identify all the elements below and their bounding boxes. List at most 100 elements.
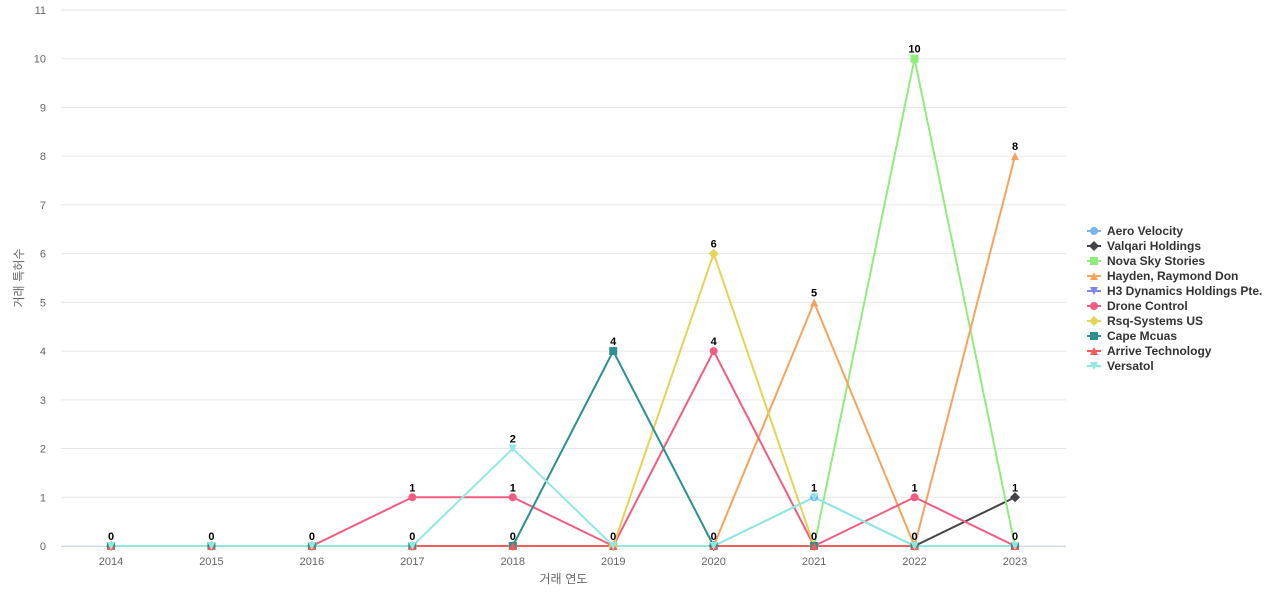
data-label: 8 xyxy=(1012,141,1018,153)
y-tick-label: 8 xyxy=(40,151,46,163)
data-point-drone-control xyxy=(408,493,417,502)
data-label: 1 xyxy=(1012,482,1018,494)
data-point-rsq-systems-us xyxy=(708,248,719,259)
data-label: 5 xyxy=(811,287,817,299)
legend-item-h3-dynamics-holdings-pte: H3 Dynamics Holdings Pte. xyxy=(1087,284,1262,298)
data-point-versatol xyxy=(408,542,417,550)
series-lines xyxy=(110,57,1016,547)
y-tick-label: 0 xyxy=(40,541,46,553)
legend-marker xyxy=(1090,347,1098,355)
legend-label: Valqari Holdings xyxy=(1107,239,1201,253)
y-tick-label: 5 xyxy=(40,297,46,309)
x-tick-label: 2014 xyxy=(99,556,123,568)
data-point-drone-control xyxy=(910,493,919,502)
legend-item-valqari-holdings: Valqari Holdings xyxy=(1087,239,1201,253)
data-point-versatol xyxy=(207,542,216,550)
x-axis-title: 거래 연도 xyxy=(540,572,588,586)
y-axis-tick-labels: 0 1 2 3 4 5 6 7 8 9 10 11 xyxy=(34,5,46,553)
data-label: 4 xyxy=(711,336,718,348)
data-point-drone-control xyxy=(709,347,718,356)
grid-lines xyxy=(61,9,1066,547)
legend-label: Aero Velocity xyxy=(1107,224,1183,238)
legend-marker xyxy=(1090,302,1098,310)
data-label: 0 xyxy=(610,531,616,543)
data-point-nova-sky-stories xyxy=(910,54,919,63)
data-point-versatol xyxy=(709,542,718,550)
x-tick-label: 2017 xyxy=(400,556,424,568)
data-point-versatol xyxy=(609,542,618,550)
data-point-arrive-technology xyxy=(508,542,517,550)
data-label: 4 xyxy=(610,336,617,348)
data-label: 0 xyxy=(108,531,114,543)
x-tick-label: 2018 xyxy=(501,556,525,568)
legend-label: Cape Mcuas xyxy=(1107,329,1177,343)
data-label: 0 xyxy=(811,531,817,543)
data-label: 0 xyxy=(309,531,315,543)
legend-label: Hayden, Raymond Don xyxy=(1107,269,1238,283)
data-label: 0 xyxy=(911,531,917,543)
data-label: 6 xyxy=(711,239,717,251)
series-markers xyxy=(106,54,1020,551)
data-point-hayden-raymond-don xyxy=(810,298,819,307)
series-line-versatol xyxy=(110,447,1016,547)
data-label: 10 xyxy=(908,44,920,56)
legend-item-rsq-systems-us: Rsq-Systems US xyxy=(1087,314,1203,328)
legend-item-arrive-technology: Arrive Technology xyxy=(1087,344,1212,358)
legend-marker xyxy=(1090,227,1098,235)
data-point-versatol xyxy=(508,444,517,453)
data-label: 1 xyxy=(911,482,917,494)
data-label: 0 xyxy=(1012,531,1018,543)
legend-item-aero-velocity: Aero Velocity xyxy=(1087,224,1183,238)
data-point-drone-control xyxy=(508,493,517,502)
legend-marker xyxy=(1089,241,1099,251)
y-tick-label: 7 xyxy=(40,200,46,212)
data-point-versatol xyxy=(1011,542,1019,550)
legend-item-drone-control: Drone Control xyxy=(1087,299,1188,313)
x-tick-label: 2023 xyxy=(1003,556,1027,568)
x-tick-label: 2021 xyxy=(802,556,826,568)
legend-marker xyxy=(1090,257,1098,265)
data-label: 1 xyxy=(811,482,817,494)
legend-item-versatol: Versatol xyxy=(1087,359,1154,373)
data-label: 0 xyxy=(208,531,214,543)
legend-label: Arrive Technology xyxy=(1107,344,1212,358)
x-tick-label: 2022 xyxy=(902,556,926,568)
data-label: 0 xyxy=(711,531,717,543)
legend-label: Drone Control xyxy=(1107,299,1188,313)
y-tick-label: 11 xyxy=(35,5,46,17)
legend-item-cape-mcuas: Cape Mcuas xyxy=(1087,329,1177,343)
x-axis-tick-labels: 2014 2015 2016 2017 2018 2019 2020 2021 2022 2023 xyxy=(99,556,1027,568)
data-point-hayden-raymond-don xyxy=(1011,152,1019,161)
data-point-valqari-holdings xyxy=(1010,492,1020,503)
legend-label: Versatol xyxy=(1107,359,1154,373)
data-label: 2 xyxy=(510,434,516,446)
legend-label: Rsq-Systems US xyxy=(1107,314,1203,328)
legend-marker xyxy=(1090,362,1098,370)
x-tick-label: 2016 xyxy=(300,556,324,568)
legend-marker xyxy=(1090,332,1098,340)
data-point-versatol xyxy=(810,493,819,502)
data-point-arrive-technology xyxy=(810,542,819,550)
legend-item-nova-sky-stories: Nova Sky Stories xyxy=(1087,254,1205,268)
y-tick-label: 4 xyxy=(40,346,46,358)
legend-item-hayden-raymond-don: Hayden, Raymond Don xyxy=(1087,269,1238,283)
data-label: 0 xyxy=(409,531,415,543)
x-tick-label: 2015 xyxy=(199,556,223,568)
data-label: 1 xyxy=(409,482,415,494)
data-label: 1 xyxy=(510,482,516,494)
data-label: 0 xyxy=(510,531,516,543)
data-point-versatol xyxy=(910,542,919,550)
y-tick-label: 6 xyxy=(40,249,46,261)
y-axis-title: 거래 특허수 xyxy=(12,248,26,307)
legend-marker xyxy=(1090,287,1098,295)
y-tick-label: 10 xyxy=(34,54,46,66)
y-tick-label: 9 xyxy=(40,102,46,114)
data-point-cape-mcuas xyxy=(609,347,618,356)
legend-marker xyxy=(1089,316,1099,326)
legend-label: Nova Sky Stories xyxy=(1107,254,1205,268)
y-tick-label: 2 xyxy=(40,444,46,456)
data-point-versatol xyxy=(107,542,115,550)
